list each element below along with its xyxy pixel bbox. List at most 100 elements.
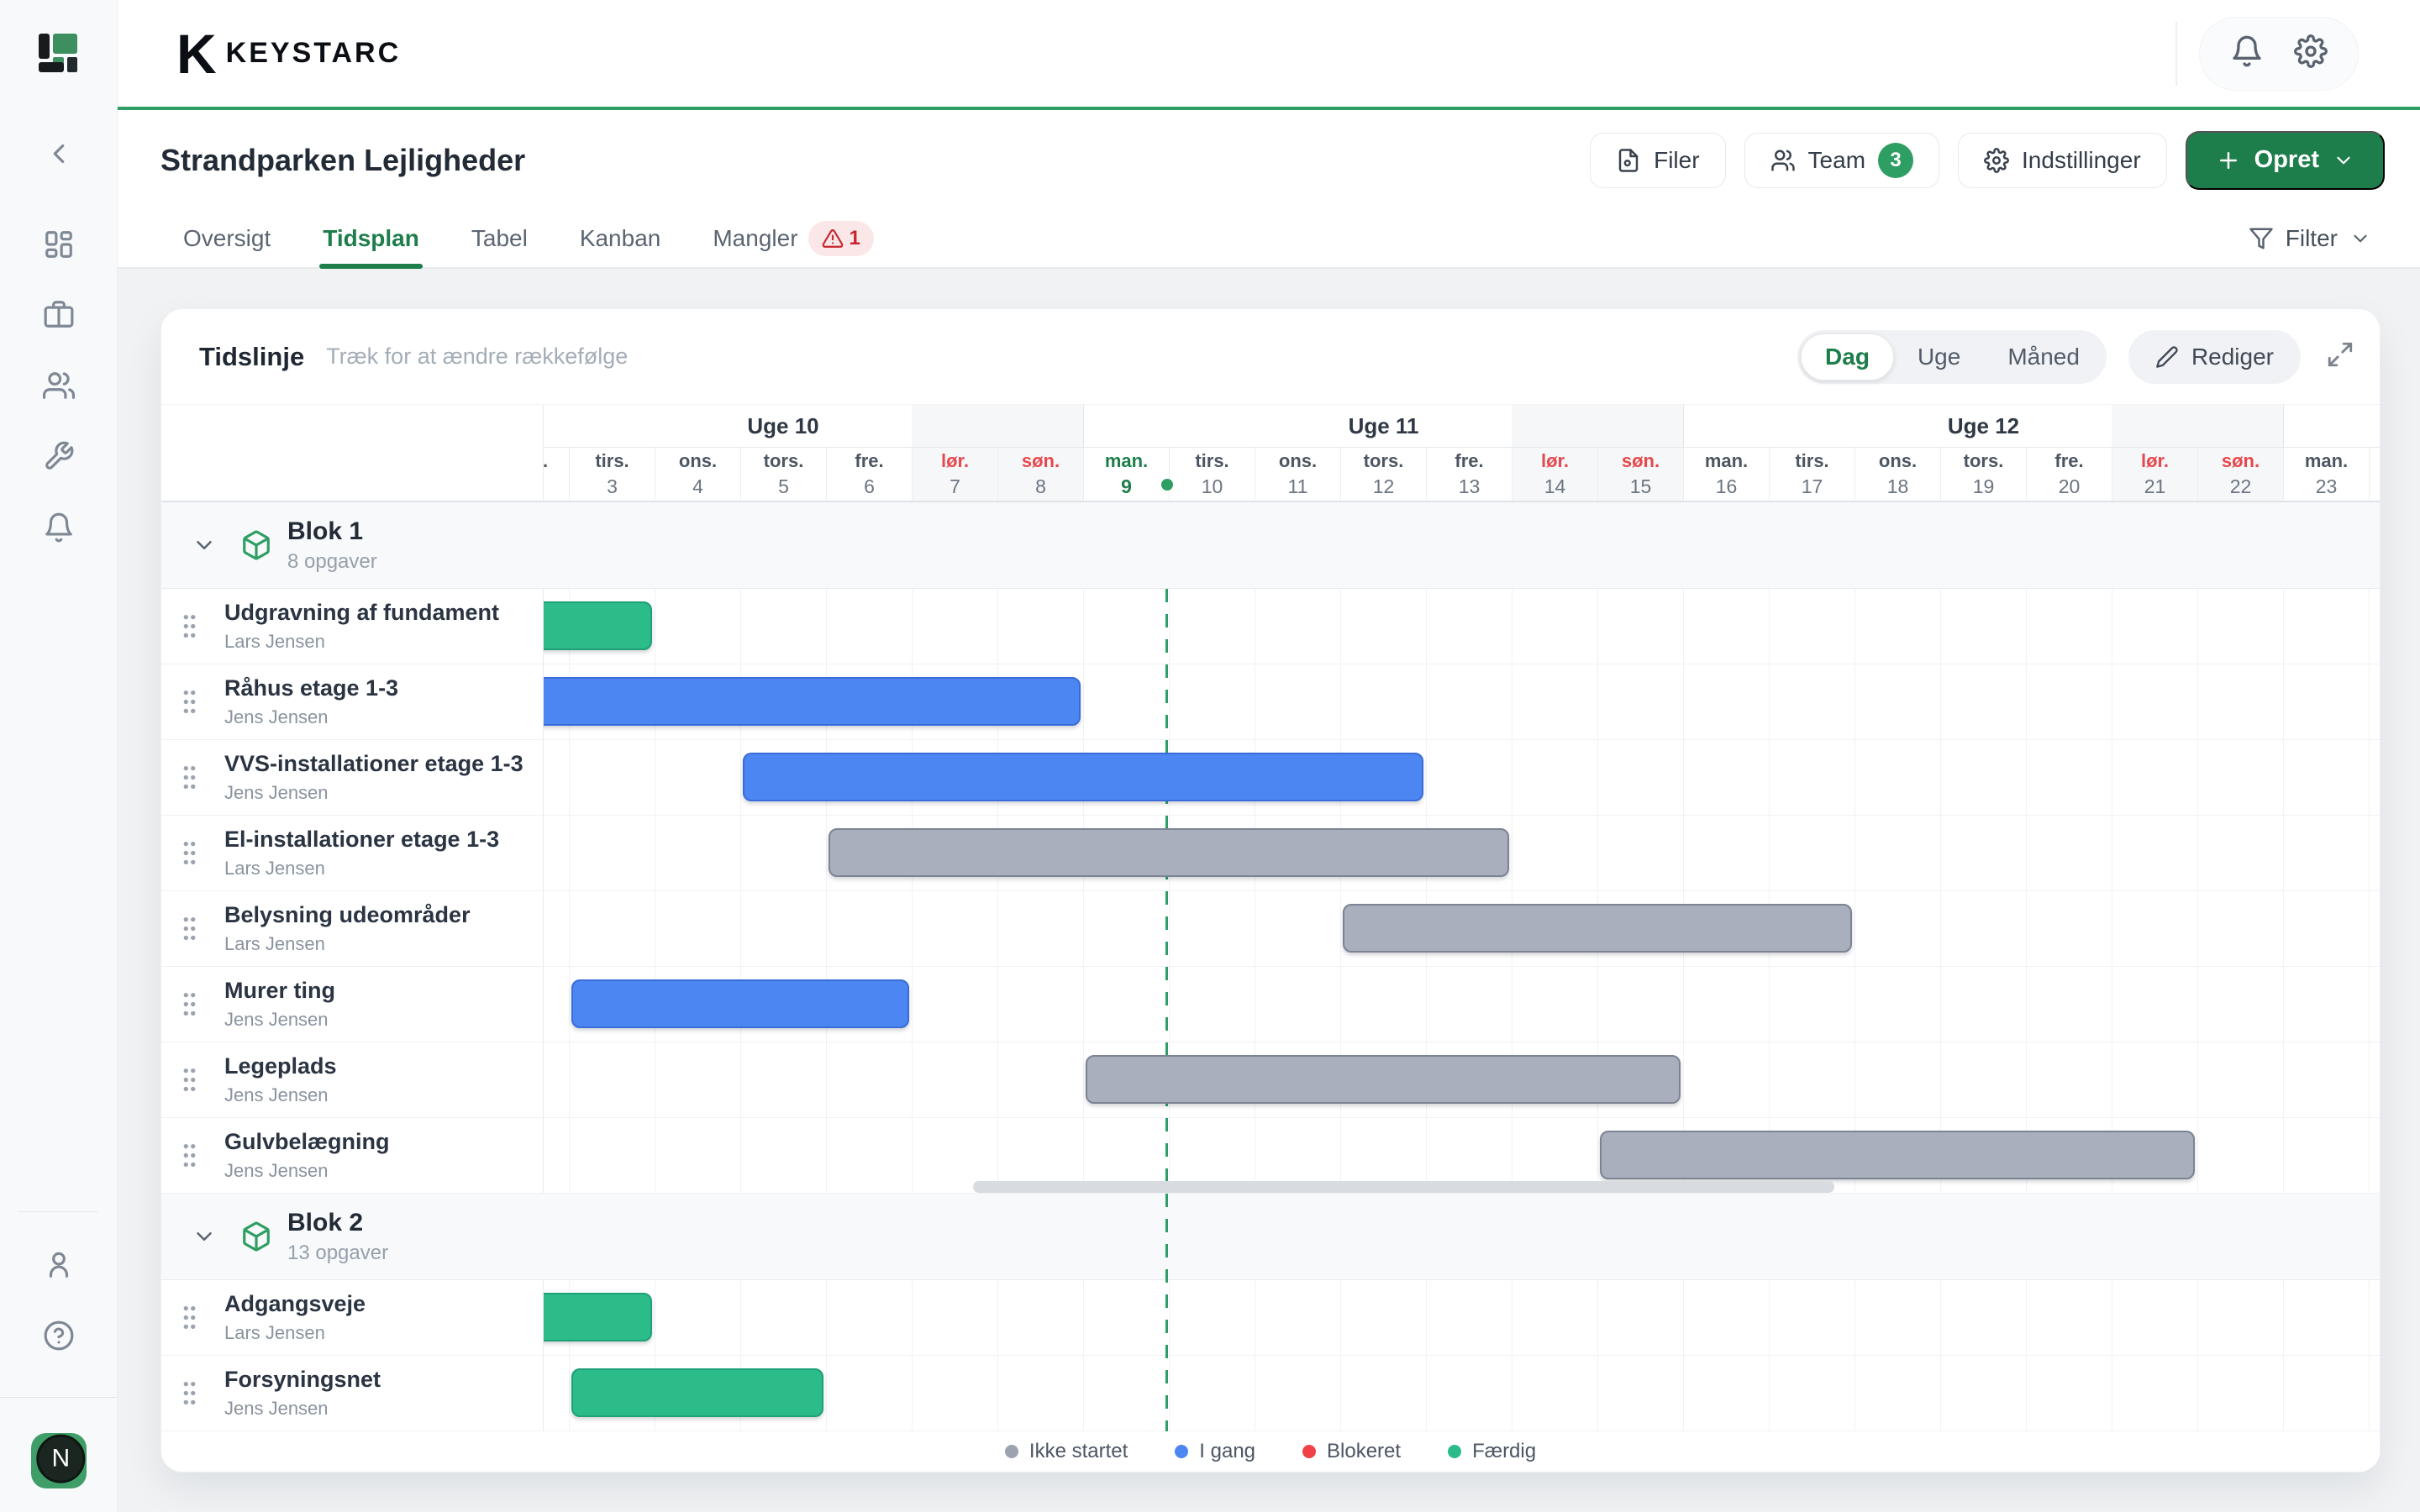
gantt-bar[interactable] [571,979,909,1028]
gantt-bar[interactable] [1086,1055,1681,1104]
sidebar-item-notifications[interactable] [43,512,75,543]
tab-oversigt[interactable]: Oversigt [183,225,271,251]
view-option-uge[interactable]: Uge [1917,343,1961,370]
gantt-header-spacer [161,405,544,501]
day-column-header: ons. 11 [1255,448,1340,501]
sidebar-item-tools[interactable] [43,440,75,472]
chevron-down-icon[interactable] [192,1224,217,1249]
chevron-down-icon[interactable] [192,533,217,558]
view-option-maaned[interactable]: Måned [2007,343,2080,370]
task-list-cell[interactable]: VVS-installationer etage 1-3 Jens Jensen [161,740,544,816]
day-column-header: lør. 7 [912,448,997,501]
notifications-button[interactable] [2230,34,2264,72]
task-list-cell[interactable]: El-installationer etage 1-3 Lars Jensen [161,816,544,891]
tab-tidsplan[interactable]: Tidsplan [319,210,423,269]
settings-button[interactable]: Indstillinger [1958,132,2167,188]
gantt-bar[interactable] [743,753,1423,801]
tab-mangler[interactable]: Mangler 1 [713,210,874,267]
task-list-cell[interactable]: Forsyningsnet Jens Jensen [161,1356,544,1431]
view-switcher: Dag Uge Måned [1797,329,2107,384]
gantt-bar[interactable] [544,601,652,650]
task-timeline-cell [544,1042,2380,1118]
topbar-icon-group [2199,16,2359,91]
tab-tabel[interactable]: Tabel [471,225,528,251]
drag-handle-icon[interactable] [182,1305,197,1330]
day-column-header: tirs. 3 [569,448,655,501]
package-icon [243,530,270,560]
edit-button[interactable]: Rediger [2128,329,2301,384]
create-button[interactable]: Opret [2185,130,2385,190]
task-name: Adgangsveje [224,1291,366,1316]
drag-handle-icon[interactable] [182,765,197,790]
users-icon [42,370,75,402]
tool-icon [43,440,75,472]
status-legend: Ikke startet I gang Blokeret Færdig [161,1431,2380,1472]
task-timeline-cell [544,891,2380,967]
user-avatar[interactable]: N [31,1433,87,1488]
horizontal-scrollbar-thumb[interactable] [973,1181,1834,1193]
gantt-bar[interactable] [544,1293,652,1341]
legend-item: Ikke startet [1004,1440,1128,1463]
sidebar-item-team[interactable] [42,370,75,402]
task-row: Adgangsveje Lars Jensen [161,1280,2380,1356]
file-icon [1618,148,1639,172]
task-assignee: Lars Jensen [224,1322,325,1343]
gantt-bar[interactable] [829,828,1509,877]
task-name: Udgravning af fundament [224,600,500,625]
settings-button[interactable] [2294,34,2328,72]
drag-handle-icon[interactable] [182,1143,197,1168]
group-header-row[interactable]: Blok 2 13 opgaver [161,1194,2380,1280]
task-list-cell[interactable]: Udgravning af fundament Lars Jensen [161,589,544,664]
task-list-cell[interactable]: Legeplads Jens Jensen [161,1042,544,1118]
view-option-dag[interactable]: Dag [1801,333,1894,381]
app-logo-icon [38,34,79,74]
day-column-header: tirs. 17 [1769,448,1854,501]
tab-kanban[interactable]: Kanban [579,225,661,251]
timeline-subtitle: Træk for at ændre rækkefølge [326,344,629,369]
drag-handle-icon[interactable] [182,614,197,638]
task-timeline-cell [544,816,2380,891]
task-list-cell[interactable]: Murer ting Jens Jensen [161,967,544,1042]
task-list-cell[interactable]: Gulvbelægning Jens Jensen [161,1118,544,1194]
task-assignee: Jens Jensen [224,706,329,727]
drag-handle-icon[interactable] [182,841,197,865]
week-label: Uge 10 [747,412,819,438]
drag-handle-icon[interactable] [182,916,197,941]
timeline-card: Tidslinje Træk for at ændre rækkefølge D… [160,308,2381,1473]
gantt-bar[interactable] [1600,1131,2195,1179]
drag-handle-icon[interactable] [182,690,197,714]
task-row: El-installationer etage 1-3 Lars Jensen [161,816,2380,891]
day-column-header: lør. 21 [2112,448,2197,501]
sidebar-item-profile[interactable] [43,1248,75,1280]
legend-dot-igang [1175,1445,1189,1458]
task-list-cell[interactable]: Råhus etage 1-3 Jens Jensen [161,664,544,740]
group-header-row[interactable]: Blok 1 8 opgaver [161,502,2380,589]
help-icon [43,1320,75,1352]
gantt-bar[interactable] [544,677,1081,726]
legend-item: Blokeret [1302,1440,1401,1463]
brand-logo[interactable]: K KEYSTARC [176,26,401,81]
sidebar-item-help[interactable] [43,1320,75,1352]
day-column-header: man.2 [544,448,569,501]
filter-button[interactable]: Filter [2249,225,2371,252]
gantt-bar[interactable] [571,1368,823,1417]
sidebar-item-dashboard[interactable] [43,228,75,260]
drag-handle-icon[interactable] [182,992,197,1016]
team-button[interactable]: Team 3 [1744,132,1940,188]
task-list-cell[interactable]: Adgangsveje Lars Jensen [161,1280,544,1356]
group-task-count: 8 opgaver [287,549,377,573]
gantt-bar[interactable] [1343,904,1852,953]
warning-icon [822,229,843,248]
task-list-cell[interactable]: Belysning udeområder Lars Jensen [161,891,544,967]
expand-button[interactable] [2326,340,2354,373]
task-row: Murer ting Jens Jensen [161,967,2380,1042]
day-column-header: man. 9 [1083,448,1169,501]
sidebar-divider [0,1397,117,1398]
files-button[interactable]: Filer [1590,132,1726,188]
today-dot [1161,479,1173,491]
drag-handle-icon[interactable] [182,1068,197,1092]
sidebar-item-projects[interactable] [43,298,75,330]
drag-handle-icon[interactable] [182,1381,197,1405]
sidebar-collapse-button[interactable] [43,138,75,170]
